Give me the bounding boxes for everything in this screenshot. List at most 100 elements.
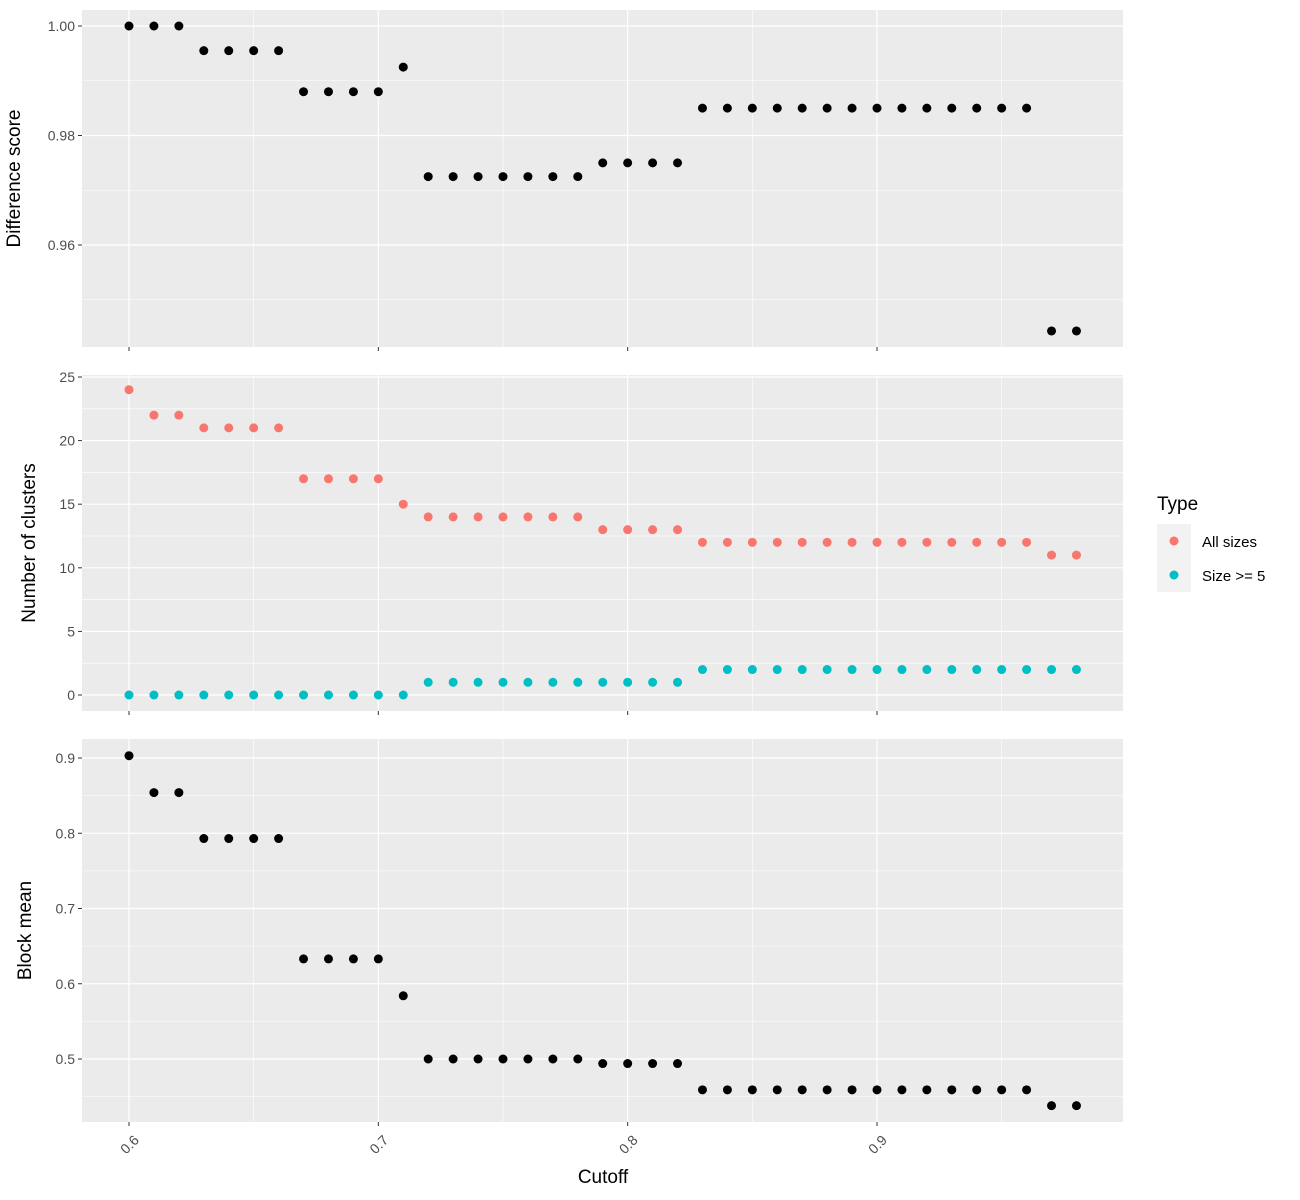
x-tick-label: 0.8 bbox=[616, 1132, 641, 1157]
data-point bbox=[623, 158, 633, 168]
legend: Type All sizes Size >= 5 bbox=[1157, 494, 1265, 592]
data-point bbox=[473, 677, 483, 687]
y-tick-label: 15 bbox=[59, 496, 75, 512]
data-point bbox=[697, 1085, 707, 1095]
data-point bbox=[847, 665, 857, 675]
data-point bbox=[972, 1085, 982, 1095]
data-point bbox=[498, 172, 508, 182]
y-tick-label: 0 bbox=[67, 687, 75, 703]
data-point bbox=[348, 690, 358, 700]
data-point bbox=[697, 103, 707, 113]
data-point bbox=[797, 537, 807, 547]
data-point bbox=[673, 158, 683, 168]
x-tick-label: 0.6 bbox=[117, 1132, 142, 1157]
data-point bbox=[274, 834, 284, 844]
data-point bbox=[997, 103, 1007, 113]
y-tick-label: 0.7 bbox=[56, 901, 76, 917]
panel-background bbox=[82, 739, 1123, 1122]
data-point bbox=[398, 62, 408, 72]
y-axis-title: Difference score bbox=[4, 110, 25, 248]
data-point bbox=[772, 103, 782, 113]
data-point bbox=[722, 665, 732, 675]
y-tick-label: 0.6 bbox=[56, 976, 76, 992]
data-point bbox=[648, 158, 658, 168]
data-point bbox=[623, 525, 633, 535]
data-point bbox=[149, 788, 159, 798]
data-point bbox=[673, 1059, 683, 1069]
data-point bbox=[348, 474, 358, 484]
panel-3: 0.5 0.6 0.7 0.8 0.9 Block mean bbox=[15, 739, 1123, 1126]
data-point bbox=[598, 158, 608, 168]
data-point bbox=[299, 690, 309, 700]
y-tick-label: 25 bbox=[59, 369, 75, 385]
data-point bbox=[498, 1054, 508, 1064]
data-point bbox=[747, 103, 757, 113]
data-point bbox=[598, 525, 608, 535]
data-point bbox=[373, 954, 383, 964]
y-tick-label: 10 bbox=[59, 560, 75, 576]
data-point bbox=[872, 103, 882, 113]
data-point bbox=[573, 1054, 583, 1064]
series-2 bbox=[124, 665, 1081, 700]
legend-label-size-5: Size >= 5 bbox=[1202, 568, 1265, 585]
data-point bbox=[797, 665, 807, 675]
data-point bbox=[747, 537, 757, 547]
data-point bbox=[722, 103, 732, 113]
data-point bbox=[149, 410, 159, 420]
data-point bbox=[897, 1085, 907, 1095]
data-point bbox=[947, 665, 957, 675]
data-point bbox=[523, 677, 533, 687]
data-point bbox=[473, 172, 483, 182]
data-point bbox=[1071, 665, 1081, 675]
data-point bbox=[348, 954, 358, 964]
x-tick-label: 0.9 bbox=[865, 1132, 890, 1157]
data-point bbox=[299, 474, 309, 484]
data-point bbox=[448, 512, 458, 522]
data-point bbox=[648, 677, 658, 687]
data-point bbox=[822, 1085, 832, 1095]
data-point bbox=[548, 172, 558, 182]
data-point bbox=[323, 690, 333, 700]
data-point bbox=[573, 172, 583, 182]
data-point bbox=[199, 46, 209, 56]
series-1 bbox=[124, 385, 1081, 560]
y-tick-label: 1.00 bbox=[48, 18, 75, 34]
data-point bbox=[1047, 550, 1057, 560]
data-point bbox=[872, 665, 882, 675]
data-point bbox=[199, 423, 209, 433]
data-point bbox=[697, 665, 707, 675]
data-point bbox=[473, 512, 483, 522]
data-point bbox=[997, 537, 1007, 547]
data-point bbox=[573, 512, 583, 522]
data-point bbox=[423, 172, 433, 182]
data-point bbox=[348, 87, 358, 97]
panel-1: 0.96 0.98 1.00 Difference score bbox=[4, 10, 1123, 351]
data-point bbox=[548, 512, 558, 522]
data-point bbox=[199, 834, 209, 844]
data-point bbox=[274, 690, 284, 700]
panel-2: 0 5 10 15 20 25 Number of clusters bbox=[19, 369, 1123, 715]
data-point bbox=[947, 103, 957, 113]
x-tick-label: 0.7 bbox=[366, 1132, 391, 1157]
legend-title: Type bbox=[1157, 494, 1198, 515]
data-point bbox=[1071, 1101, 1081, 1111]
data-point bbox=[548, 1054, 558, 1064]
data-point bbox=[598, 1059, 608, 1069]
data-point bbox=[448, 1054, 458, 1064]
data-point bbox=[1022, 665, 1032, 675]
data-point bbox=[1022, 1085, 1032, 1095]
data-point bbox=[772, 665, 782, 675]
data-point bbox=[548, 677, 558, 687]
data-point bbox=[997, 1085, 1007, 1095]
data-point bbox=[772, 1085, 782, 1095]
data-point bbox=[323, 474, 333, 484]
data-point bbox=[722, 1085, 732, 1095]
chart-panels: 0.96 0.98 1.00 Difference score 0 5 10 15 20 25 Nu… bbox=[4, 10, 1123, 1157]
data-point bbox=[249, 46, 259, 56]
data-point bbox=[224, 690, 234, 700]
data-point bbox=[224, 46, 234, 56]
data-point bbox=[373, 474, 383, 484]
data-point bbox=[897, 103, 907, 113]
panel-background bbox=[82, 10, 1123, 347]
y-tick-label: 0.98 bbox=[48, 128, 75, 144]
